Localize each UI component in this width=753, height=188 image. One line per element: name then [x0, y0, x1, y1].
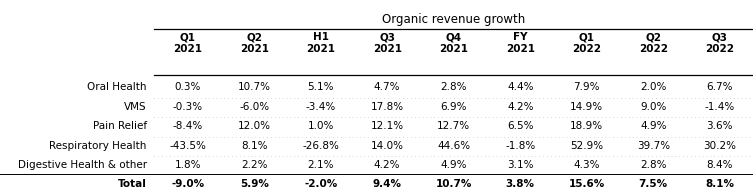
Text: VMS: VMS: [124, 102, 147, 112]
Text: 14.0%: 14.0%: [370, 140, 404, 151]
Text: 4.3%: 4.3%: [574, 160, 600, 170]
Text: Respiratory Health: Respiratory Health: [50, 140, 147, 151]
Text: 5.9%: 5.9%: [239, 179, 269, 188]
Text: 52.9%: 52.9%: [570, 140, 603, 151]
Text: -9.0%: -9.0%: [171, 179, 204, 188]
Text: 6.9%: 6.9%: [441, 102, 467, 112]
Text: 10.7%: 10.7%: [238, 82, 270, 92]
Text: 4.4%: 4.4%: [507, 82, 533, 92]
Text: Total: Total: [118, 179, 147, 188]
Text: -1.4%: -1.4%: [705, 102, 735, 112]
Text: Digestive Health & other: Digestive Health & other: [18, 160, 147, 170]
Text: 7.9%: 7.9%: [574, 82, 600, 92]
Text: -0.3%: -0.3%: [172, 102, 203, 112]
Text: Pain Relief: Pain Relief: [93, 121, 147, 131]
Text: 2.8%: 2.8%: [441, 82, 467, 92]
Text: 1.0%: 1.0%: [307, 121, 334, 131]
Text: 10.7%: 10.7%: [435, 179, 472, 188]
Text: 0.3%: 0.3%: [175, 82, 201, 92]
Text: Q2
2022: Q2 2022: [639, 33, 668, 54]
Text: H1
2021: H1 2021: [306, 33, 335, 54]
Text: -26.8%: -26.8%: [302, 140, 339, 151]
Text: 4.9%: 4.9%: [640, 121, 666, 131]
Text: 9.0%: 9.0%: [640, 102, 666, 112]
Text: Q1
2021: Q1 2021: [173, 33, 202, 54]
Text: 14.9%: 14.9%: [570, 102, 603, 112]
Text: Q3
2021: Q3 2021: [373, 33, 401, 54]
Text: 2.2%: 2.2%: [241, 160, 267, 170]
Text: 8.1%: 8.1%: [241, 140, 267, 151]
Text: Organic revenue growth: Organic revenue growth: [382, 13, 526, 26]
Text: 5.1%: 5.1%: [307, 82, 334, 92]
Text: 9.4%: 9.4%: [373, 179, 401, 188]
Text: 6.5%: 6.5%: [507, 121, 533, 131]
Text: -6.0%: -6.0%: [239, 102, 270, 112]
Text: -43.5%: -43.5%: [169, 140, 206, 151]
Text: -3.4%: -3.4%: [306, 102, 336, 112]
Text: 12.1%: 12.1%: [370, 121, 404, 131]
Text: 4.7%: 4.7%: [374, 82, 401, 92]
Text: -2.0%: -2.0%: [304, 179, 337, 188]
Text: Q2
2021: Q2 2021: [239, 33, 269, 54]
Text: 6.7%: 6.7%: [706, 82, 733, 92]
Text: FY
2021: FY 2021: [506, 33, 535, 54]
Text: 3.1%: 3.1%: [507, 160, 533, 170]
Text: 2.1%: 2.1%: [307, 160, 334, 170]
Text: 4.2%: 4.2%: [507, 102, 533, 112]
Text: Oral Health: Oral Health: [87, 82, 147, 92]
Text: 18.9%: 18.9%: [570, 121, 603, 131]
Text: 15.6%: 15.6%: [569, 179, 605, 188]
Text: 3.6%: 3.6%: [706, 121, 733, 131]
Text: 4.2%: 4.2%: [374, 160, 401, 170]
Text: Q1
2022: Q1 2022: [572, 33, 601, 54]
Text: -8.4%: -8.4%: [172, 121, 203, 131]
Text: 30.2%: 30.2%: [703, 140, 736, 151]
Text: -1.8%: -1.8%: [505, 140, 535, 151]
Text: Q3
2022: Q3 2022: [706, 33, 734, 54]
Text: 17.8%: 17.8%: [370, 102, 404, 112]
Text: 44.6%: 44.6%: [437, 140, 470, 151]
Text: 2.0%: 2.0%: [640, 82, 666, 92]
Text: 4.9%: 4.9%: [441, 160, 467, 170]
Text: 39.7%: 39.7%: [637, 140, 669, 151]
Text: 1.8%: 1.8%: [175, 160, 201, 170]
Text: 12.7%: 12.7%: [437, 121, 470, 131]
Text: 2.8%: 2.8%: [640, 160, 666, 170]
Text: 3.8%: 3.8%: [506, 179, 535, 188]
Text: 7.5%: 7.5%: [639, 179, 668, 188]
Text: Q4
2021: Q4 2021: [439, 33, 468, 54]
Text: 12.0%: 12.0%: [238, 121, 270, 131]
Text: 8.1%: 8.1%: [706, 179, 734, 188]
Text: 8.4%: 8.4%: [706, 160, 733, 170]
